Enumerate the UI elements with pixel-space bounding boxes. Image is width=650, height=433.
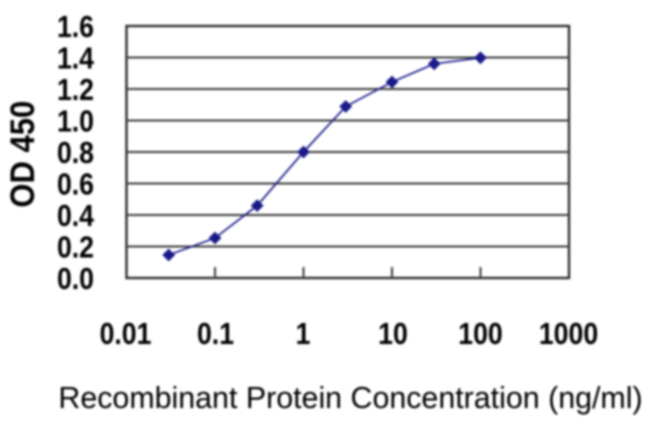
svg-text:0.4: 0.4: [57, 199, 94, 233]
svg-text:1000: 1000: [539, 317, 598, 351]
svg-text:100: 100: [458, 317, 502, 351]
svg-text:1.0: 1.0: [57, 105, 94, 139]
svg-text:0.0: 0.0: [57, 262, 94, 296]
svg-text:0.6: 0.6: [57, 168, 94, 202]
svg-text:OD 450: OD 450: [2, 101, 41, 208]
svg-text:0.8: 0.8: [57, 136, 94, 170]
svg-text:1.4: 1.4: [57, 42, 94, 76]
svg-text:Recombinant Protein Concentrat: Recombinant Protein Concentration (ng/ml…: [58, 380, 642, 415]
svg-text:0.1: 0.1: [197, 317, 234, 351]
svg-text:10: 10: [378, 317, 408, 351]
svg-text:0.01: 0.01: [100, 317, 152, 351]
svg-text:1.6: 1.6: [57, 10, 94, 44]
svg-text:1: 1: [296, 317, 311, 351]
svg-text:1.2: 1.2: [57, 73, 94, 107]
svg-text:0.2: 0.2: [57, 231, 94, 265]
